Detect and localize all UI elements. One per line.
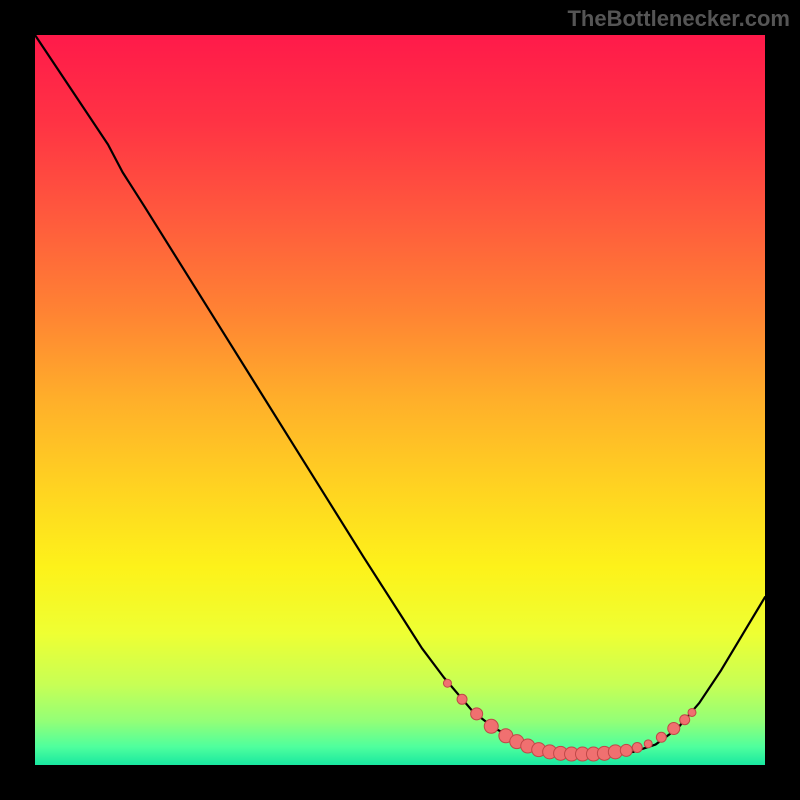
marker-point bbox=[644, 740, 652, 748]
chart-container: TheBottlenecker.com bbox=[0, 0, 800, 800]
marker-point bbox=[632, 742, 642, 752]
watermark-text: TheBottlenecker.com bbox=[567, 6, 790, 32]
marker-point bbox=[484, 719, 498, 733]
plot-area bbox=[35, 35, 765, 765]
marker-point bbox=[620, 744, 632, 756]
marker-point bbox=[680, 715, 690, 725]
plot-svg bbox=[35, 35, 765, 765]
marker-point bbox=[668, 723, 680, 735]
gradient-background bbox=[35, 35, 765, 765]
marker-point bbox=[443, 679, 451, 687]
marker-point bbox=[471, 708, 483, 720]
marker-point bbox=[457, 694, 467, 704]
marker-point bbox=[656, 732, 666, 742]
marker-point bbox=[688, 708, 696, 716]
